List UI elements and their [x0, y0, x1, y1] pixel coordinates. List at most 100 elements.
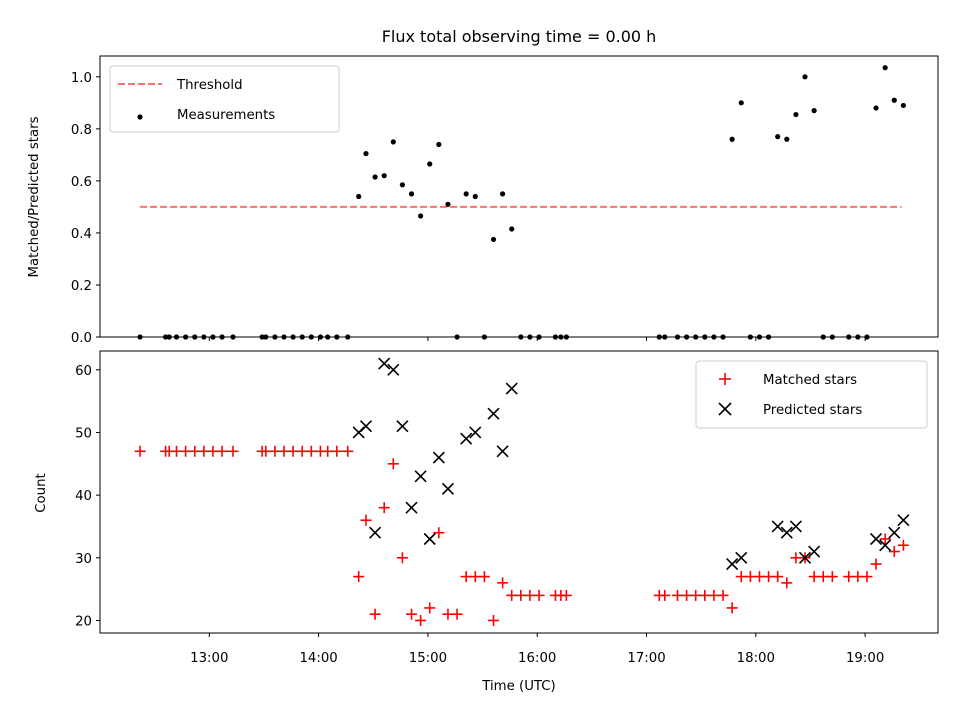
bottom-x-tick-label: 19:00	[846, 651, 884, 666]
predicted-star-point	[414, 470, 427, 483]
matched-star-point	[487, 614, 499, 626]
matched-star-point	[227, 445, 239, 457]
matched-star-point	[387, 458, 399, 470]
legend-threshold-label: Threshold	[176, 78, 243, 93]
legend-predicted-label: Predicted stars	[763, 403, 862, 418]
measurement-point	[472, 193, 478, 200]
bottom-x-axis-label: Time (UTC)	[481, 679, 556, 694]
predicted-star-point	[487, 407, 500, 420]
predicted-star-point	[423, 532, 436, 546]
measurement-point	[509, 226, 515, 232]
bottom-x-tick-label: 16:00	[518, 651, 556, 666]
bottom-x-tick-label: 18:00	[737, 651, 775, 666]
bottom-axes: 20 30 40 50 60 13:00 14:00 15:00 16:00 17:00 18:0…	[34, 350, 939, 694]
predicted-star-point	[369, 526, 382, 539]
measurement-point	[793, 111, 799, 118]
top-legend-box	[109, 65, 340, 133]
predicted-star-point	[780, 526, 793, 539]
matched-star-point	[216, 445, 228, 457]
top-y-tick-label: 0.2	[71, 279, 92, 294]
predicted-star-point	[460, 432, 473, 445]
measurement-point	[802, 74, 808, 80]
measurement-point	[427, 161, 433, 167]
matched-star-point	[897, 539, 909, 551]
top-y-tick-label: 1.0	[71, 71, 92, 86]
predicted-star-point	[771, 520, 784, 533]
matched-star-point	[726, 602, 738, 614]
legend-matched-swatch	[719, 373, 731, 385]
predicted-star-point	[496, 445, 509, 458]
matched-star-point	[360, 514, 372, 526]
bottom-x-tick-label: 15:00	[409, 651, 447, 666]
matched-star-point	[861, 571, 873, 583]
predicted-star-point	[897, 514, 910, 527]
matched-star-point	[781, 577, 793, 589]
measurement-point	[390, 139, 396, 145]
predicted-stars-layer	[352, 357, 910, 571]
predicted-star-point	[405, 501, 418, 514]
predicted-star-point	[888, 526, 901, 539]
matched-star-point	[331, 445, 343, 457]
matched-star-point	[888, 546, 900, 558]
matched-star-point	[424, 602, 436, 614]
bottom-x-tick-label: 17:00	[627, 651, 665, 666]
matched-star-point	[533, 589, 545, 601]
predicted-star-point	[879, 539, 892, 552]
matched-star-point	[415, 614, 427, 626]
measurement-point	[891, 97, 897, 103]
measurement-point	[408, 191, 415, 197]
measurement-point	[445, 201, 451, 207]
measurement-point	[775, 134, 781, 140]
predicted-star-point	[869, 532, 883, 546]
predicted-star-point	[789, 520, 802, 533]
predicted-star-point	[396, 420, 409, 433]
legend-matched-label: Matched stars	[763, 373, 857, 388]
measurement-point	[900, 102, 906, 109]
measurement-point	[738, 100, 744, 106]
matched-star-point	[870, 558, 882, 570]
predicted-star-point	[469, 426, 482, 439]
bottom-y-tick-label: 50	[75, 426, 92, 441]
matched-star-point	[451, 608, 463, 620]
matched-star-point	[406, 608, 418, 620]
chart-title: Flux total observing time = 0.00 h	[382, 27, 657, 46]
measurement-point	[463, 191, 469, 197]
bottom-x-tick-label: 14:00	[299, 651, 337, 666]
matched-star-point	[879, 533, 891, 545]
top-y-tick-label: 0.8	[71, 123, 92, 138]
predicted-star-point	[726, 558, 739, 571]
measurement-point	[811, 108, 817, 114]
predicted-star-point	[359, 420, 373, 433]
measurement-point	[356, 193, 362, 200]
bottom-y-axis-label: Count	[34, 473, 49, 513]
measurement-point	[882, 65, 888, 71]
predicted-star-point	[387, 363, 400, 376]
measurement-point	[418, 213, 424, 219]
measurement-point	[873, 105, 879, 111]
measurement-point	[372, 174, 378, 180]
predicted-star-point	[735, 551, 748, 564]
matched-star-point	[433, 527, 445, 539]
matched-star-point	[353, 571, 365, 583]
top-legend: Threshold Measurements	[109, 65, 340, 133]
measurement-point	[729, 136, 735, 142]
bottom-x-tick-label: 13:00	[190, 651, 228, 666]
matched-star-point	[826, 571, 838, 583]
predicted-star-point	[441, 482, 455, 495]
matched-star-point	[369, 608, 381, 620]
bottom-legend-box	[695, 360, 928, 429]
bottom-y-tick-label: 40	[75, 489, 92, 504]
top-y-tick-label: 0.4	[71, 227, 92, 242]
measurement-point	[436, 141, 442, 148]
legend-predicted-swatch	[718, 402, 732, 416]
matched-star-point	[134, 445, 146, 457]
top-y-tick-label: 0.6	[71, 175, 92, 190]
matched-star-point	[659, 589, 671, 601]
matched-star-point	[378, 502, 390, 514]
bottom-y-tick-label: 30	[75, 552, 92, 567]
matched-stars-layer	[134, 445, 909, 626]
predicted-star-point	[378, 357, 391, 370]
top-y-axis-label: Matched/Predicted stars	[27, 116, 42, 277]
matched-star-point	[342, 445, 354, 457]
